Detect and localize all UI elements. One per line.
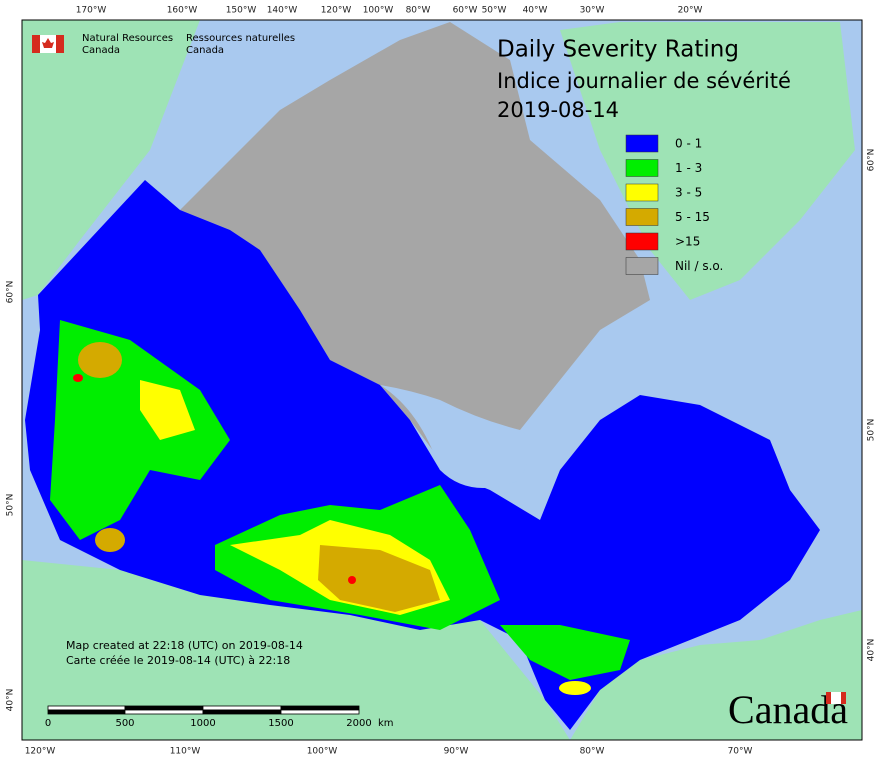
scale-label: 2000: [346, 718, 371, 729]
longitude-label: 50°W: [482, 6, 507, 16]
legend-label: Nil / s.o.: [675, 259, 723, 273]
arctic-nil: [180, 22, 650, 470]
legend-swatch: [625, 232, 659, 251]
latitude-label: 40°N: [867, 639, 877, 662]
longitude-label: 150°W: [226, 6, 257, 16]
patch-bc-orange: [95, 528, 125, 552]
flag-bar: [32, 35, 40, 53]
longitude-label: 120°W: [25, 747, 56, 757]
longitude-label: 120°W: [321, 6, 352, 16]
legend-label: >15: [675, 235, 700, 249]
patch-prairies-red: [348, 576, 356, 584]
agency-en: Canada: [82, 45, 120, 56]
agency-fr: Ressources naturelles: [186, 33, 295, 44]
legend-swatch: [625, 159, 659, 177]
canada-low: [25, 180, 820, 730]
scale-label: 500: [115, 718, 134, 729]
hudson-bay: [380, 385, 530, 488]
date: 2019-08-14: [497, 98, 619, 122]
longitude-label: 160°W: [167, 6, 198, 16]
subtitle: Indice journalier de sévérité: [497, 69, 791, 93]
latitude-label: 60°N: [6, 281, 16, 304]
legend-label: 5 - 15: [675, 210, 710, 224]
legend: 0 - 1 1 - 3 3 - 5 5 - 15 >15 Nil / s.o.: [625, 134, 723, 275]
longitude-label: 170°W: [76, 6, 107, 16]
created-fr: Carte créée le 2019-08-14 (UTC) à 22:18: [66, 654, 290, 667]
legend-label: 0 - 1: [675, 137, 702, 151]
scale-label: 1000: [190, 718, 215, 729]
graticule: 170°W 160°W 150°W 140°W 120°W 100°W 80°W 60°W 50…: [6, 6, 877, 757]
agency-fr: Canada: [186, 45, 224, 56]
longitude-label: 80°W: [406, 6, 431, 16]
longitude-label: 90°W: [444, 747, 469, 757]
longitude-label: 70°W: [728, 747, 753, 757]
map-frame: [21, 19, 863, 741]
longitude-label: 60°W: [453, 6, 478, 16]
scale-segment: [47, 705, 126, 711]
latitude-label: 40°N: [6, 689, 16, 712]
patch-prairies-orange: [318, 545, 440, 612]
greenland: [560, 22, 855, 300]
legend-swatch: [625, 257, 659, 275]
scale-label: 0: [45, 718, 51, 729]
latitude-label: 50°N: [867, 419, 877, 442]
scale-segment: [280, 705, 360, 711]
flag-bar: [56, 35, 64, 53]
longitude-label: 100°W: [363, 6, 394, 16]
usa-east: [570, 610, 862, 740]
usa-west: [22, 560, 570, 740]
legend-swatch: [625, 134, 659, 153]
longitude-label: 100°W: [307, 747, 338, 757]
longitude-label: 20°W: [678, 6, 703, 16]
created-en: Map created at 22:18 (UTC) on 2019-08-14: [66, 639, 303, 652]
latitude-label: 50°N: [6, 494, 16, 517]
agency-en: Natural Resources: [82, 33, 173, 44]
wordmark-flag-center: [831, 692, 841, 704]
scale-unit: km: [378, 718, 394, 729]
longitude-label: 80°W: [580, 747, 605, 757]
title: Daily Severity Rating: [497, 37, 739, 63]
scale-segment: [202, 705, 282, 711]
scale-label: 1500: [268, 718, 293, 729]
scale-segment: [202, 709, 282, 715]
scale-segment: [124, 705, 204, 711]
legend-label: 1 - 3: [675, 161, 702, 175]
patch-ontario: [500, 625, 630, 680]
scale-bar: 0 500 1000 1500 2000 km: [45, 705, 394, 729]
maple-leaf: [42, 38, 54, 48]
scale-segment: [280, 709, 360, 715]
longitude-label: 140°W: [267, 6, 298, 16]
patch-ontario-yellow: [559, 681, 591, 695]
longitude-label: 110°W: [170, 747, 201, 757]
patch-bc-yellow: [140, 380, 195, 440]
longitude-label: 30°W: [580, 6, 605, 16]
latitude-label: 60°N: [867, 149, 877, 172]
patch-bc-orange: [78, 342, 122, 378]
scale-segment: [47, 709, 126, 715]
scale-segment: [124, 709, 204, 715]
longitude-label: 40°W: [523, 6, 548, 16]
legend-label: 3 - 5: [675, 186, 702, 200]
alaska: [22, 20, 200, 300]
legend-swatch: [625, 208, 659, 226]
legend-swatch: [625, 183, 659, 202]
patch-bc-red: [73, 374, 83, 382]
